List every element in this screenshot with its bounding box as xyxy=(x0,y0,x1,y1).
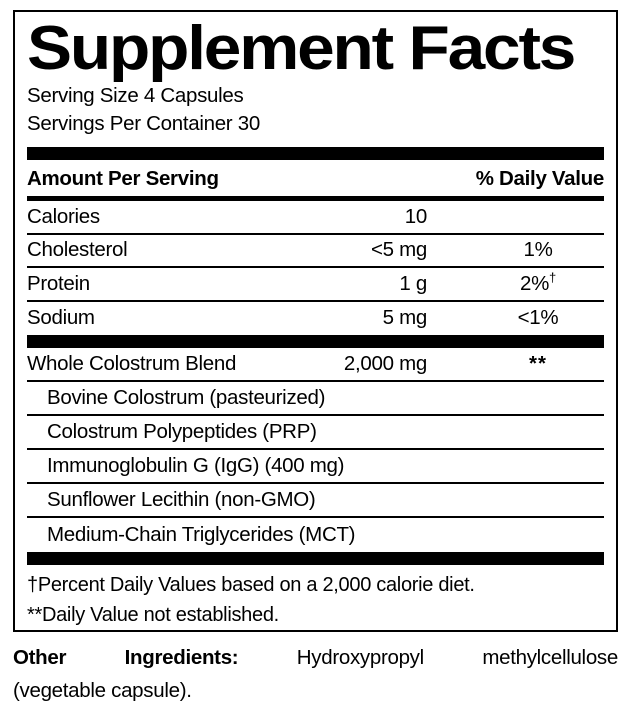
other-ingredients-continued: (vegetable capsule). xyxy=(13,679,192,702)
nutrient-row-protein: Protein 1 g 2%† xyxy=(27,268,604,302)
other-ingredients: Other Ingredients: Hydroxypropyl methylc… xyxy=(13,641,618,707)
facts-header: Amount Per Serving % Daily Value xyxy=(27,160,604,196)
nutrient-daily-value: 2%† xyxy=(427,269,604,296)
nutrient-name: Protein xyxy=(27,271,90,295)
nutrient-amount: <5 mg xyxy=(370,238,427,262)
nutrient-amount: 5 mg xyxy=(382,306,428,330)
blend-daily-value: ** xyxy=(529,352,547,375)
nutrient-daily-value: <1% xyxy=(517,306,559,330)
blend-row: Whole Colostrum Blend 2,000 mg ** xyxy=(27,348,604,382)
nutrient-row-sodium: Sodium 5 mg <1% xyxy=(27,302,604,336)
servings-per-container: Servings Per Container 30 xyxy=(27,112,260,135)
blend-amount: 2,000 mg xyxy=(343,352,427,375)
other-ingredients-text: Hydroxypropyl methylcellulose xyxy=(296,646,619,669)
sub-ingredient-name: Medium-Chain Triglycerides (MCT) xyxy=(47,523,356,546)
sub-ingredient-row: Medium-Chain Triglycerides (MCT) xyxy=(27,518,604,552)
nutrient-row-calories: Calories 10 xyxy=(27,201,604,235)
sub-ingredient-row: Immunoglobulin G (IgG) (400 mg) xyxy=(27,450,604,484)
other-ingredients-line: Other Ingredients: Hydroxypropyl methylc… xyxy=(13,641,618,674)
column-header-amount-per-serving: Amount Per Serving xyxy=(27,167,219,190)
divider-medium-header xyxy=(27,196,604,201)
serving-size: Serving Size 4 Capsules xyxy=(27,84,244,107)
blend-name: Whole Colostrum Blend xyxy=(27,352,237,375)
divider-thick-middle xyxy=(27,335,604,348)
other-ingredients-label: Other Ingredients: xyxy=(13,646,239,669)
nutrient-amount: 1 g xyxy=(399,271,427,295)
sub-ingredient-name: Colostrum Polypeptides (PRP) xyxy=(47,420,317,443)
footnote-daily-values: †Percent Daily Values based on a 2,000 c… xyxy=(27,574,475,596)
sub-ingredient-row: Sunflower Lecithin (non-GMO) xyxy=(27,484,604,518)
sub-ingredient-row: Colostrum Polypeptides (PRP) xyxy=(27,416,604,450)
nutrient-name: Calories xyxy=(27,204,100,228)
daily-value-text: 2% xyxy=(520,271,550,295)
footnotes: †Percent Daily Values based on a 2,000 c… xyxy=(27,565,604,630)
column-header-daily-value: % Daily Value xyxy=(475,167,605,190)
divider-thick-top xyxy=(27,147,604,160)
sub-ingredient-name: Sunflower Lecithin (non-GMO) xyxy=(47,488,316,511)
sub-ingredient-row: Bovine Colostrum (pasteurized) xyxy=(27,382,604,416)
serving-info: Serving Size 4 Capsules Servings Per Con… xyxy=(27,82,604,138)
nutrient-row-cholesterol: Cholesterol <5 mg 1% xyxy=(27,235,604,268)
nutrient-name: Cholesterol xyxy=(27,238,128,262)
dagger-footnote-marker: † xyxy=(549,269,556,285)
sub-ingredient-name: Immunoglobulin G (IgG) (400 mg) xyxy=(47,454,345,477)
sub-ingredient-name: Bovine Colostrum (pasteurized) xyxy=(47,386,326,409)
label-title: Supplement Facts xyxy=(27,14,576,83)
divider-thick-bottom xyxy=(27,552,604,565)
nutrient-name: Sodium xyxy=(27,306,95,330)
supplement-facts-label: Supplement Facts Serving Size 4 Capsules… xyxy=(13,10,618,632)
nutrient-daily-value: 1% xyxy=(523,238,553,262)
nutrient-amount: 10 xyxy=(404,204,428,228)
footnote-not-established: **Daily Value not established. xyxy=(27,604,279,626)
